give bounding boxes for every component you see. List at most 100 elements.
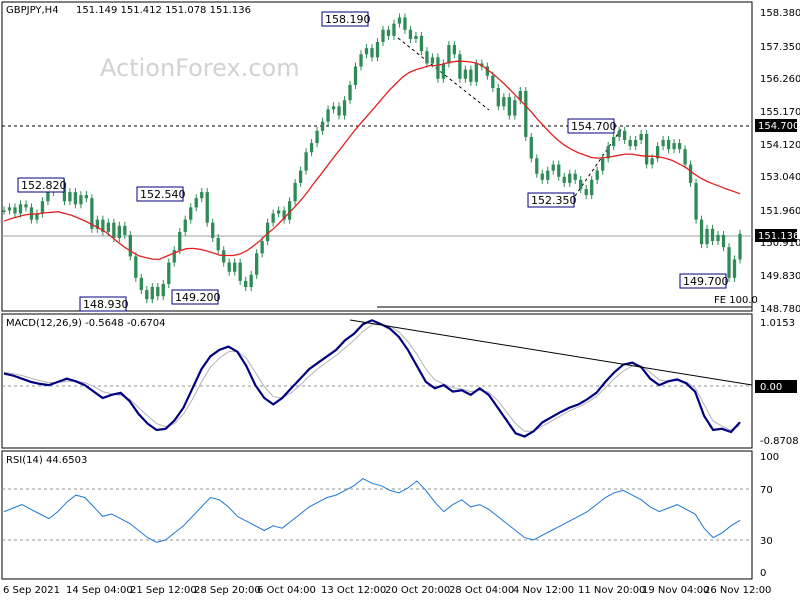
price-tick: 157.350 (760, 42, 800, 53)
price-tick: 150.910 (760, 238, 800, 249)
candle-body (551, 164, 555, 171)
candle-body (79, 195, 83, 205)
candle-body (112, 222, 116, 239)
candle-body (419, 35, 424, 52)
candle-body (606, 146, 610, 159)
time-label: 6 Sep 2021 (3, 585, 60, 596)
svg-text:149.200: 149.200 (175, 291, 221, 304)
candle-body (287, 201, 292, 220)
candle-body (24, 204, 28, 208)
candle-body (661, 140, 665, 147)
candle-body (150, 287, 154, 300)
candle-body (529, 136, 533, 159)
candle-body (2, 210, 6, 212)
candle-body (216, 238, 220, 251)
rsi-title: RSI(14) 44.6503 (6, 455, 87, 466)
annotation-152350: 152.350 (527, 192, 577, 208)
time-label: 19 Nov 04:00 (642, 585, 709, 596)
moving-average-line (3, 60, 741, 261)
candle-body (293, 182, 297, 202)
candle-body (315, 130, 319, 144)
candle-body (40, 201, 45, 214)
candle-body (392, 23, 396, 36)
candle-body (359, 54, 363, 67)
candle-body (590, 179, 594, 196)
candle-body (260, 241, 264, 254)
candle-body (320, 121, 325, 131)
candle-body (84, 195, 89, 199)
price-tick: 155.170 (760, 107, 800, 118)
candle-body (7, 207, 12, 211)
candle-body (403, 17, 407, 30)
candle-body (68, 192, 72, 202)
time-label: 14 Sep 04:00 (66, 585, 133, 596)
price-axis: 158.380 157.350 156.260 155.170 154.120 … (755, 8, 800, 315)
candle-body (298, 170, 303, 183)
candle-body (480, 63, 484, 67)
candle-body (710, 228, 715, 242)
candle-body (612, 136, 616, 147)
annotation-149200: 149.200 (171, 289, 221, 305)
price-tick: 151.960 (760, 206, 800, 217)
time-label: 26 Nov 12:00 (704, 585, 771, 596)
candle-body (452, 45, 457, 55)
candle-body (650, 158, 654, 165)
candle-body (507, 97, 511, 116)
candle-body (628, 140, 632, 147)
candle-body (705, 228, 709, 245)
candle-body (633, 140, 638, 147)
candle-body (255, 253, 259, 275)
macd-current-badge (755, 380, 797, 393)
candle-body (579, 179, 583, 190)
candle-body (200, 192, 204, 199)
candle-body (557, 164, 561, 177)
candle-body (414, 35, 418, 39)
candle-body (238, 262, 242, 281)
rsi-tick: 30 (760, 536, 773, 547)
candle-body (513, 100, 517, 116)
candle-body (425, 51, 429, 64)
macd-panel-frame (1, 313, 753, 449)
candle-body (265, 222, 270, 242)
candle-body (535, 158, 539, 174)
macd-axis: 1.0153 0.00 -0.8708 (755, 318, 799, 447)
candle-body (677, 143, 682, 150)
price-tick: 154.120 (760, 140, 800, 151)
candle-body (134, 256, 138, 278)
candle-body (101, 219, 105, 232)
candle-body (458, 54, 462, 79)
current-price-badge (755, 229, 797, 242)
candle-body (721, 234, 726, 248)
candle-body (364, 48, 369, 55)
annotation-148930: 148.930 (79, 296, 129, 312)
candle-body (123, 225, 127, 235)
candle-body (716, 234, 720, 242)
candle-body (568, 173, 572, 183)
time-label: 13 Oct 12:00 (321, 585, 386, 596)
macd-tick: 1.0153 (760, 318, 795, 329)
candle-body (546, 170, 550, 180)
candle-body (342, 100, 347, 116)
candle-body (469, 69, 473, 82)
candle-body (666, 140, 671, 150)
rsi-tick: 100 (760, 452, 779, 463)
candle-body (573, 173, 577, 180)
candle-body (35, 213, 39, 220)
candle-body (178, 231, 182, 251)
rsi-tick: 70 (760, 485, 773, 496)
candle-body (244, 280, 248, 288)
candle-body (337, 106, 341, 116)
macd-current-label: 0.00 (760, 382, 782, 393)
rsi-panel: RSI(14) 44.6503 (1, 450, 753, 580)
time-label: 28 Sep 20:00 (194, 585, 261, 596)
candle-body (233, 262, 237, 272)
candle-body (655, 146, 660, 159)
candle-body (156, 287, 160, 297)
candle-body (601, 158, 605, 171)
candle-body (128, 234, 132, 257)
candle-body (485, 66, 489, 76)
candle-body (90, 198, 94, 229)
candle-body (672, 143, 676, 150)
candle-body (441, 63, 446, 79)
